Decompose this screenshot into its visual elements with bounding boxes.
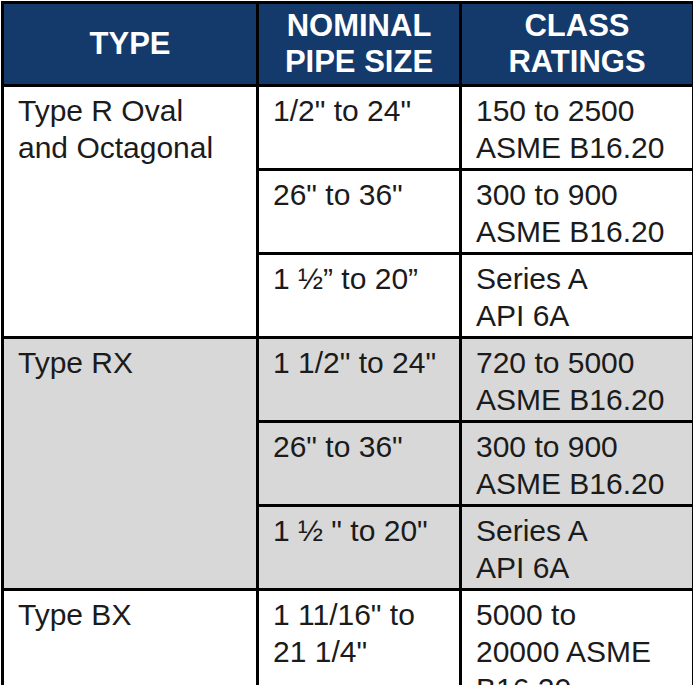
pipe-size-cell: 1 1/2" to 24" — [258, 338, 461, 422]
gasket-specs-table: TYPE NOMINAL PIPE SIZE CLASS RATINGS Typ… — [1, 1, 693, 685]
header-cell-type: TYPE — [3, 3, 258, 86]
class-rating-cell: Series A API 6A — [461, 254, 693, 338]
class-rating-cell: 300 to 900 ASME B16.20 — [461, 422, 693, 506]
class-rating-cell: 300 to 900 ASME B16.20 — [461, 170, 693, 254]
pipe-size-cell: 1/2" to 24" — [258, 86, 461, 170]
pipe-size-cell: 1 11/16" to 21 1/4" — [258, 590, 461, 685]
type-cell-rx: Type RX — [3, 338, 258, 590]
class-rating-cell: Series A API 6A — [461, 506, 693, 590]
pipe-size-cell: 26" to 36" — [258, 422, 461, 506]
pipe-size-cell: 1 ½” to 20” — [258, 254, 461, 338]
class-rating-cell: 5000 to 20000 ASME B16.20 — [461, 590, 693, 685]
table-row: Type BX 1 11/16" to 21 1/4" 5000 to 2000… — [3, 590, 693, 685]
class-rating-cell: 720 to 5000 ASME B16.20 — [461, 338, 693, 422]
pipe-size-cell: 1 ½ " to 20" — [258, 506, 461, 590]
pipe-size-cell: 26" to 36" — [258, 170, 461, 254]
type-cell-bx: Type BX — [3, 590, 258, 685]
header-cell-pipe-size: NOMINAL PIPE SIZE — [258, 3, 461, 86]
type-cell-r-oval-octagonal: Type R Oval and Octagonal — [3, 86, 258, 338]
header-row: TYPE NOMINAL PIPE SIZE CLASS RATINGS — [3, 3, 693, 86]
class-rating-cell: 150 to 2500 ASME B16.20 — [461, 86, 693, 170]
header-cell-class-ratings: CLASS RATINGS — [461, 3, 693, 86]
table-row: Type R Oval and Octagonal 1/2" to 24" 15… — [3, 86, 693, 170]
table-row: Type RX 1 1/2" to 24" 720 to 5000 ASME B… — [3, 338, 693, 422]
